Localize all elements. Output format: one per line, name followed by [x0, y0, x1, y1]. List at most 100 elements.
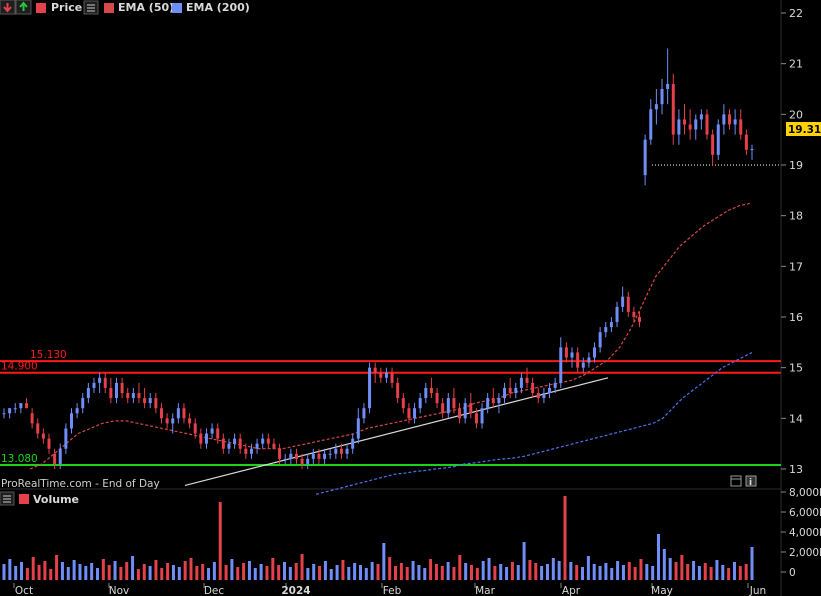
volume-bar [171, 565, 175, 580]
candle-body [283, 458, 287, 460]
candle-body [323, 453, 327, 459]
volume-bar [358, 565, 362, 580]
svg-text:i: i [749, 478, 752, 488]
candle-body [41, 433, 45, 439]
candle-body [446, 398, 450, 414]
volume-bar [481, 561, 485, 580]
candle-body [390, 372, 394, 383]
volume-bar [166, 563, 170, 580]
candle-body [458, 408, 462, 419]
price-legend-label: Price [51, 1, 82, 14]
volume-bar [592, 564, 596, 580]
volume-bar [300, 554, 304, 580]
volume-bar [563, 496, 567, 580]
volume-bar [288, 567, 292, 580]
candle-body [711, 134, 715, 155]
candle-body [666, 83, 670, 89]
candle-body [722, 114, 726, 125]
volume-bar [154, 560, 158, 580]
candle-body [553, 382, 557, 388]
volume-bar [189, 558, 193, 580]
volume-bar [545, 564, 549, 580]
y-tick-label: 19 [789, 159, 803, 172]
candle-body [345, 448, 349, 454]
volume-bar [271, 558, 275, 580]
volume-bar [452, 567, 456, 580]
candle-body [401, 398, 405, 409]
volume-bar [727, 568, 731, 580]
volume-bar [662, 549, 666, 580]
calendar-icon[interactable] [730, 475, 742, 487]
candle-body [36, 423, 40, 434]
volume-bar [318, 566, 322, 580]
volume-bar [119, 567, 123, 580]
candle-body [683, 119, 687, 125]
volume-bar [434, 564, 438, 580]
candle-body [210, 428, 214, 434]
candle-body [278, 448, 282, 459]
candle-body [452, 398, 456, 409]
volume-bar [692, 561, 696, 580]
candle-body [165, 418, 169, 424]
red-down-arrow-glyph [3, 3, 12, 13]
volume-bar [183, 561, 187, 580]
volume-bar [505, 567, 509, 580]
volume-bar [569, 562, 573, 580]
candle-body [474, 413, 478, 424]
volume-axis: 0 2,000k 4,000k 6,000k 8,000k [781, 487, 821, 579]
x-tick-label: Nov [109, 585, 130, 596]
volume-bar [84, 566, 88, 580]
candle-body [143, 398, 147, 404]
candle-body [199, 433, 203, 444]
volume-bar [25, 568, 29, 580]
volume-bar [60, 562, 64, 580]
candle-body [581, 362, 585, 368]
volume-bar [347, 567, 351, 580]
candle-body [716, 124, 720, 155]
volume-bar [686, 564, 690, 580]
volume-bar [177, 567, 181, 580]
volume-bar [230, 559, 234, 580]
candle-body [497, 398, 501, 404]
candle-body [148, 398, 152, 404]
volume-bar [540, 566, 544, 580]
candle-body [53, 453, 57, 464]
candle-body [531, 382, 535, 393]
volume-bar [14, 566, 18, 580]
volume-bar [399, 563, 403, 580]
volume-bar [405, 567, 409, 580]
candle-body [266, 438, 270, 444]
candle-body [204, 433, 208, 444]
volume-bar [510, 562, 514, 580]
volume-bar [604, 563, 608, 580]
volume-bar [113, 561, 117, 580]
candle-body [216, 428, 220, 439]
volume-legend-label: Volume [33, 493, 79, 506]
candle-body [176, 408, 180, 419]
volume-bar [66, 567, 70, 580]
volume-bar [2, 564, 6, 580]
volume-bar [37, 565, 41, 580]
volume-tick-label: 4,000k [789, 527, 821, 539]
candle-body [536, 393, 540, 399]
volume-bar [703, 563, 707, 580]
volume-bar [55, 555, 59, 580]
candle-body [368, 367, 372, 409]
candle-body [137, 393, 141, 399]
volume-bar [639, 559, 643, 580]
moving-averages [29, 202, 753, 495]
candle-body [677, 119, 681, 135]
volume-bar [446, 562, 450, 580]
candle-body [30, 413, 34, 424]
info-icon[interactable]: i [745, 475, 757, 488]
volume-bar [610, 568, 614, 580]
candle-body [396, 382, 400, 399]
candle-body [632, 311, 636, 317]
y-tick-label: 20 [789, 108, 803, 121]
candle-body [598, 332, 602, 348]
y-tick-label: 15 [789, 362, 803, 375]
volume-bar [72, 560, 76, 580]
